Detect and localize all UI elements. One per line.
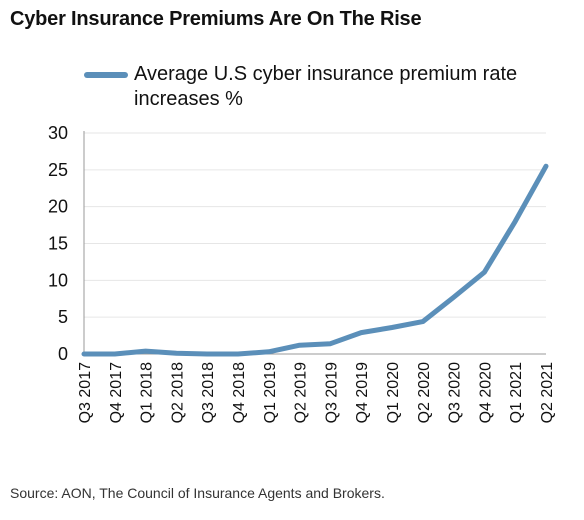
x-tick-label: Q2 2020	[416, 362, 433, 423]
x-tick-label: Q3 2019	[323, 362, 340, 423]
source-note: Source: AON, The Council of Insurance Ag…	[10, 485, 385, 501]
y-tick-label: 0	[58, 344, 68, 364]
line-chart: 0 5 10 15 20 25 30 Q3 2017 Q4 2017 Q1 2018 Q2 2018…	[48, 123, 556, 423]
x-tick-label: Q2 2021	[539, 362, 556, 423]
chart-title: Cyber Insurance Premiums Are On The Rise	[10, 8, 422, 30]
x-tick-label: Q3 2018	[200, 362, 217, 423]
x-tick-label: Q1 2019	[262, 362, 279, 423]
legend: Average U.S cyber insurance premium rate…	[84, 62, 554, 112]
x-tick-label: Q4 2018	[231, 362, 248, 423]
x-tick-label: Q4 2017	[108, 362, 125, 423]
legend-swatch	[84, 72, 128, 78]
y-tick-label: 10	[48, 270, 68, 290]
y-tick-label: 15	[48, 234, 68, 254]
x-tick-label: Q1 2018	[139, 362, 156, 423]
x-tick-label: Q1 2021	[508, 362, 525, 423]
y-tick-label: 5	[58, 307, 68, 327]
y-tick-label: 25	[48, 160, 68, 180]
x-tick-label: Q2 2018	[169, 362, 186, 423]
legend-label: Average U.S cyber insurance premium rate…	[134, 63, 518, 110]
x-tick-label: Q3 2017	[77, 362, 94, 423]
x-tick-label: Q2 2019	[293, 362, 310, 423]
x-tick-label: Q1 2020	[385, 362, 402, 423]
y-tick-label: 20	[48, 197, 68, 217]
y-tick-label: 30	[48, 123, 68, 143]
x-tick-label: Q4 2019	[354, 362, 371, 423]
x-tick-label: Q3 2020	[447, 362, 464, 423]
series-line-premium-rate	[81, 163, 549, 357]
x-tick-label: Q4 2020	[477, 362, 494, 423]
